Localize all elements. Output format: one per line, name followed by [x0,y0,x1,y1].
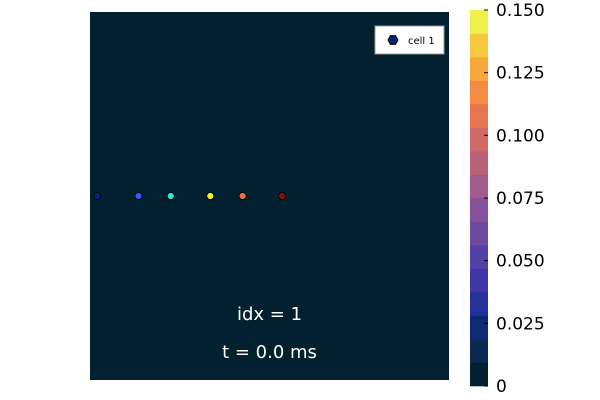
scatter-point-2 [134,192,143,200]
colorbar-segment-14 [470,57,488,81]
colorbar-tick-label-4: 0.075 [496,189,545,209]
colorbar-tick-label-5: 0.100 [496,126,545,146]
scatter-point-5 [238,192,247,200]
colorbar-segment-13 [470,80,488,105]
scatter-point-6 [278,192,287,200]
annotation-time: t = 0.0 ms [222,342,317,363]
colorbar-segment-16 [470,10,488,34]
colorbar-tick-label-1: 0 [496,377,507,397]
colorbar-segment-9 [470,174,488,199]
colorbar-segment-2 [470,339,488,363]
legend-marker-hexagon [387,35,399,45]
colorbar-tick-label-6: 0.125 [496,64,545,84]
colorbar-segment-8 [470,198,488,222]
colorbar-segment-12 [470,104,488,128]
colorbar-segment-4 [470,292,488,316]
colorbar-ticks: 0 0.025 0.050 0.075 0.100 0.125 0.150 [484,1,545,397]
scatter-points [93,192,287,200]
colorbar-segment-7 [470,221,488,246]
annotation-index: idx = 1 [237,304,302,325]
colorbar-segment-6 [470,245,488,269]
legend-entry-label: cell 1 [408,36,435,47]
plot-area [90,12,449,380]
colorbar-segment-1 [470,362,488,387]
legend-box [374,25,445,55]
colorbar-tick-label-3: 0.050 [496,252,545,272]
legend: cell 1 [374,25,445,55]
colorbar-segment-10 [470,151,488,175]
colorbar-segment-5 [470,268,488,293]
colorbar-segment-11 [470,127,488,152]
colorbar-tick-label-2: 0.025 [496,314,545,334]
scatter-point-1 [93,192,102,200]
colorbar-segment-15 [470,33,488,58]
colorbar-tick-label-7: 0.150 [496,1,545,21]
scatter-point-4 [206,192,215,200]
colorbar-segment-3 [470,315,488,340]
colorbar [470,10,488,387]
scatter-point-3 [166,192,175,200]
